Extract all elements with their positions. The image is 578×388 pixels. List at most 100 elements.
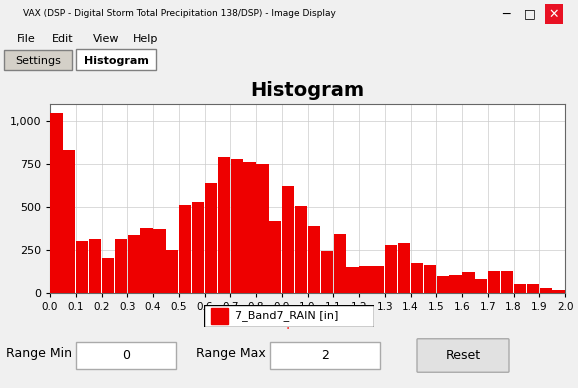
- Bar: [140, 228, 153, 293]
- X-axis label: Precipitation [in]: Precipitation [in]: [255, 316, 360, 329]
- Bar: [282, 187, 294, 293]
- Bar: [50, 113, 62, 293]
- Bar: [205, 188, 217, 293]
- Bar: [179, 205, 191, 293]
- Text: Range Max: Range Max: [197, 347, 266, 360]
- Bar: [372, 268, 384, 293]
- Bar: [269, 224, 281, 293]
- Bar: [102, 261, 114, 293]
- Text: 2: 2: [321, 349, 329, 362]
- Bar: [436, 276, 449, 293]
- Text: Reset: Reset: [446, 349, 480, 362]
- Bar: [449, 277, 462, 293]
- Bar: [89, 242, 101, 293]
- Bar: [192, 205, 204, 293]
- Bar: [488, 272, 501, 293]
- Bar: [307, 229, 320, 293]
- Bar: [307, 226, 320, 293]
- Text: Range Min: Range Min: [6, 347, 72, 360]
- Bar: [166, 252, 179, 293]
- Bar: [398, 243, 410, 293]
- Text: Edit: Edit: [52, 34, 73, 44]
- Bar: [179, 209, 191, 293]
- Bar: [211, 308, 228, 324]
- Bar: [102, 258, 114, 293]
- Bar: [269, 221, 281, 293]
- Bar: [436, 279, 449, 293]
- Bar: [153, 229, 166, 293]
- Bar: [462, 272, 475, 293]
- Bar: [63, 152, 76, 293]
- Bar: [76, 253, 88, 293]
- Bar: [334, 234, 346, 293]
- Bar: [385, 245, 397, 293]
- Bar: [321, 253, 333, 293]
- Bar: [295, 206, 307, 293]
- Text: ✕: ✕: [549, 7, 559, 21]
- Text: 0: 0: [122, 349, 130, 362]
- Bar: [192, 202, 204, 293]
- Bar: [398, 246, 410, 293]
- Bar: [218, 157, 230, 293]
- Bar: [63, 151, 76, 293]
- Bar: [114, 239, 127, 293]
- Bar: [475, 282, 487, 293]
- Bar: [424, 265, 436, 293]
- FancyBboxPatch shape: [76, 49, 156, 70]
- Bar: [360, 270, 372, 293]
- Bar: [140, 229, 153, 293]
- Text: View: View: [92, 34, 119, 44]
- Bar: [256, 168, 269, 293]
- Bar: [449, 275, 462, 293]
- Bar: [282, 190, 294, 293]
- Bar: [128, 235, 140, 293]
- FancyBboxPatch shape: [270, 342, 380, 369]
- Text: ─: ─: [502, 7, 509, 21]
- FancyBboxPatch shape: [204, 305, 374, 327]
- Bar: [334, 236, 346, 293]
- Text: Settings: Settings: [15, 56, 61, 66]
- Bar: [218, 222, 230, 293]
- Bar: [231, 163, 243, 293]
- Bar: [514, 285, 526, 293]
- Text: VAX (DSP - Digital Storm Total Precipitation 138/DSP) - Image Display: VAX (DSP - Digital Storm Total Precipita…: [23, 9, 336, 19]
- Bar: [243, 222, 255, 293]
- Bar: [501, 273, 513, 293]
- Bar: [243, 163, 255, 293]
- Text: Histogram: Histogram: [84, 56, 149, 66]
- Bar: [114, 242, 127, 293]
- Bar: [321, 251, 333, 293]
- Bar: [166, 250, 179, 293]
- Bar: [475, 279, 487, 293]
- FancyBboxPatch shape: [76, 342, 176, 369]
- Bar: [346, 267, 359, 293]
- Bar: [128, 237, 140, 293]
- Text: Help: Help: [133, 34, 158, 44]
- Text: File: File: [17, 34, 36, 44]
- Bar: [424, 267, 436, 293]
- Bar: [89, 239, 101, 293]
- Bar: [205, 183, 217, 293]
- Bar: [360, 267, 372, 293]
- Bar: [527, 284, 539, 293]
- Bar: [153, 233, 166, 293]
- Text: 7_Band7_RAIN [in]: 7_Band7_RAIN [in]: [235, 310, 338, 321]
- Bar: [372, 265, 384, 293]
- Bar: [553, 291, 565, 293]
- Bar: [346, 270, 359, 293]
- Bar: [231, 159, 243, 293]
- Bar: [256, 164, 269, 293]
- Text: □: □: [524, 7, 535, 21]
- Bar: [295, 209, 307, 293]
- Title: Histogram: Histogram: [250, 81, 365, 100]
- Bar: [411, 263, 423, 293]
- FancyBboxPatch shape: [4, 50, 72, 70]
- Bar: [411, 265, 423, 293]
- Bar: [539, 289, 552, 293]
- Bar: [488, 271, 501, 293]
- Bar: [539, 288, 552, 293]
- Bar: [553, 289, 565, 293]
- Bar: [514, 284, 526, 293]
- Bar: [50, 113, 62, 293]
- Bar: [385, 248, 397, 293]
